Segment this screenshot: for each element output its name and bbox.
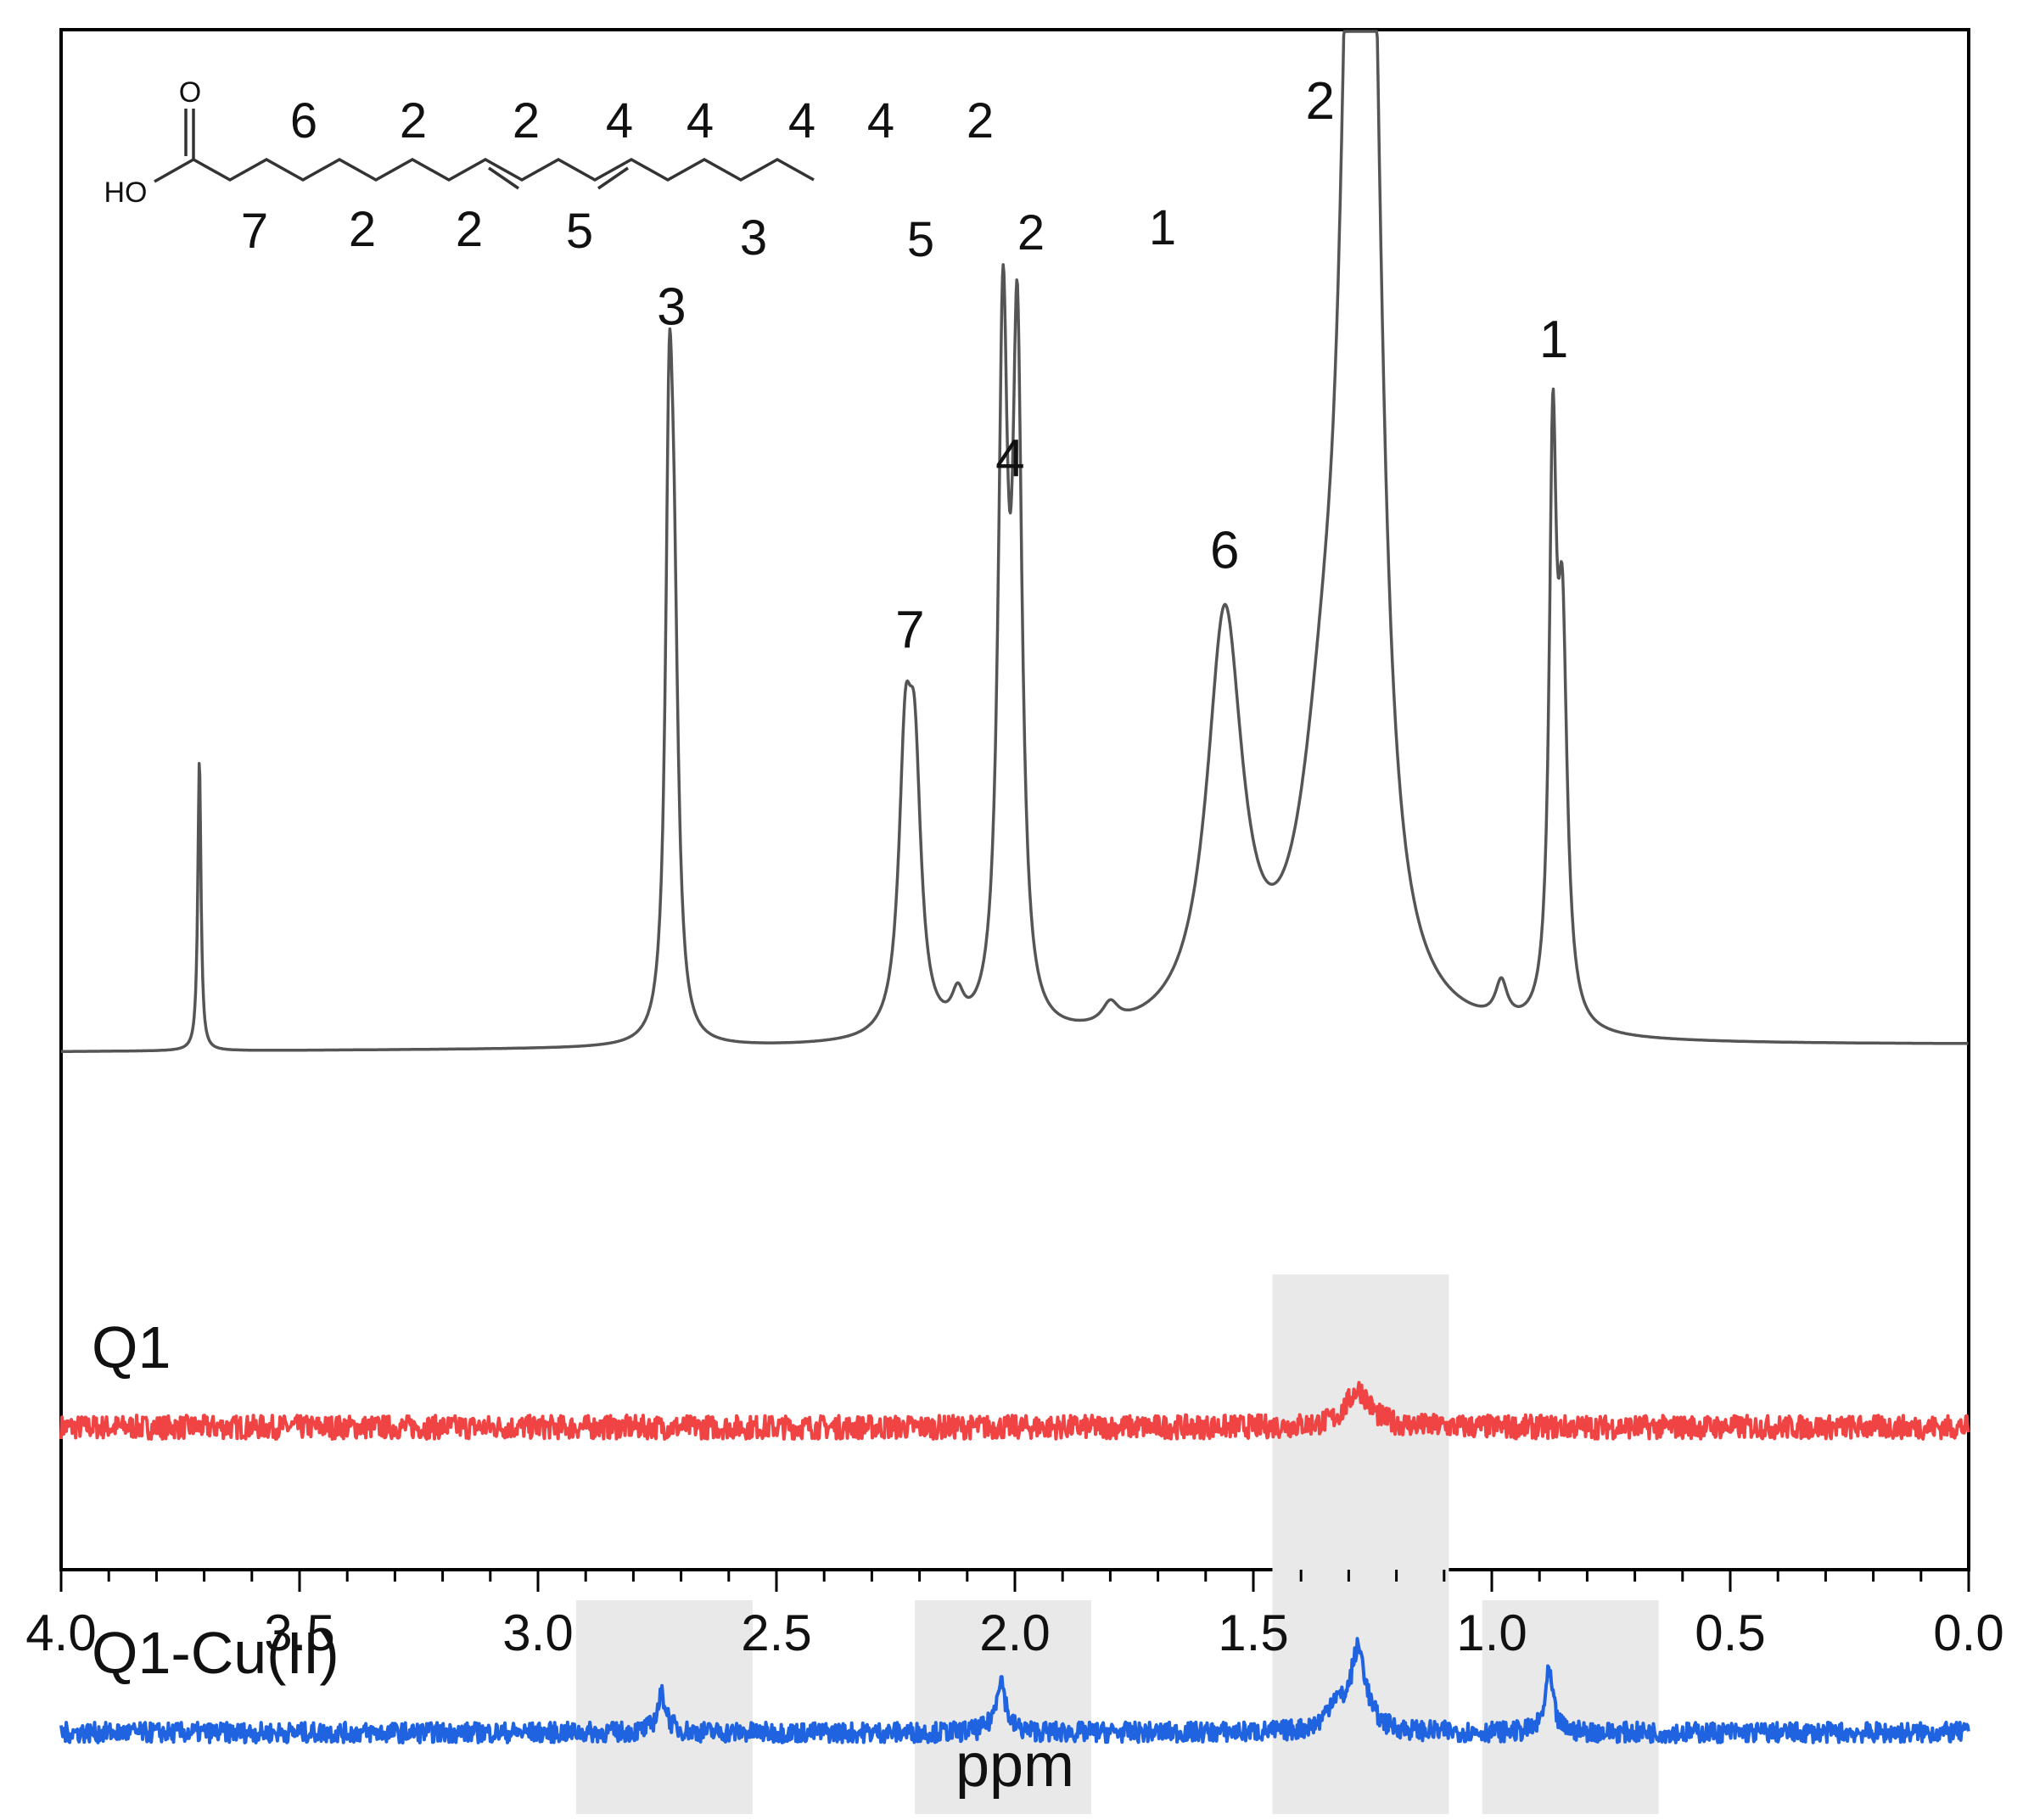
x-tick-label: 0.5 (1695, 1604, 1765, 1661)
x-tick-label: 3.0 (502, 1604, 573, 1661)
structure-number-lower: 7 (241, 204, 268, 259)
x-axis-title: ppm (955, 1732, 1074, 1800)
hydroxyl-bond (154, 158, 194, 183)
x-axis-ticks: 4.0 3.5 3.0 2.5 2.0 1.5 1.0 0.5 0.0 (25, 1570, 2004, 1661)
plot-frame (59, 28, 1970, 1571)
series-label-q1: Q1 (92, 1314, 171, 1380)
series-label-q1-cu-ii: Q1-Cu(II) (92, 1620, 339, 1686)
structure-number-lower: 2 (349, 202, 376, 257)
hydroxyl-atom-label: HO (104, 176, 148, 209)
carbon-chain (193, 157, 815, 182)
structure-number-upper: 6 (290, 93, 317, 148)
peak-label-1: 1 (1539, 311, 1568, 369)
highlight-region-4 (1482, 1600, 1659, 1814)
peak-label-2: 2 (1305, 72, 1334, 131)
structure-number-upper: 4 (606, 93, 633, 148)
series-line-reference (60, 30, 1970, 1053)
structure-number-lower: 2 (1017, 205, 1045, 260)
peak-label-4: 4 (995, 429, 1024, 488)
structure-number-lower: 5 (566, 204, 593, 259)
double-bond-1 (488, 166, 519, 190)
x-tick-label: 1.5 (1218, 1604, 1288, 1661)
x-tick-label: 1.0 (1456, 1604, 1527, 1661)
x-tick-label: 3.5 (264, 1604, 334, 1661)
structure-number-upper: 4 (686, 93, 714, 148)
x-tick-label: 2.0 (979, 1604, 1050, 1661)
x-tick-label: 2.5 (741, 1604, 811, 1661)
structure-number-lower: 3 (740, 210, 767, 266)
spectrum-series (59, 30, 1970, 1744)
highlight-region-2 (914, 1600, 1091, 1814)
structure-number-lower: 2 (456, 202, 483, 257)
structure-number-upper: 4 (788, 93, 815, 148)
structure-number-upper: 2 (967, 93, 994, 148)
series-line-q1 (59, 1380, 1970, 1441)
peak-label-7: 7 (895, 601, 924, 659)
structure-number-upper: 2 (513, 93, 540, 148)
structure-number-upper: 2 (400, 93, 427, 148)
structure-number-lower: 1 (1149, 200, 1176, 255)
oxygen-atom-label: O (179, 76, 201, 109)
peak-label-3: 3 (657, 277, 686, 336)
double-bond-2 (597, 166, 629, 190)
x-tick-label: 0.0 (1933, 1604, 2003, 1661)
peak-labels: 3 7 4 6 2 1 (657, 72, 1568, 659)
structure-number-upper: 4 (867, 93, 894, 148)
series-labels: Q1 Q1-Cu(II) (92, 1314, 339, 1686)
x-tick-label: 4.0 (25, 1604, 96, 1661)
peak-label-6: 6 (1210, 521, 1239, 580)
series-line-q1-cu-ii (59, 1637, 1970, 1744)
structure-number-lower: 5 (907, 212, 934, 267)
